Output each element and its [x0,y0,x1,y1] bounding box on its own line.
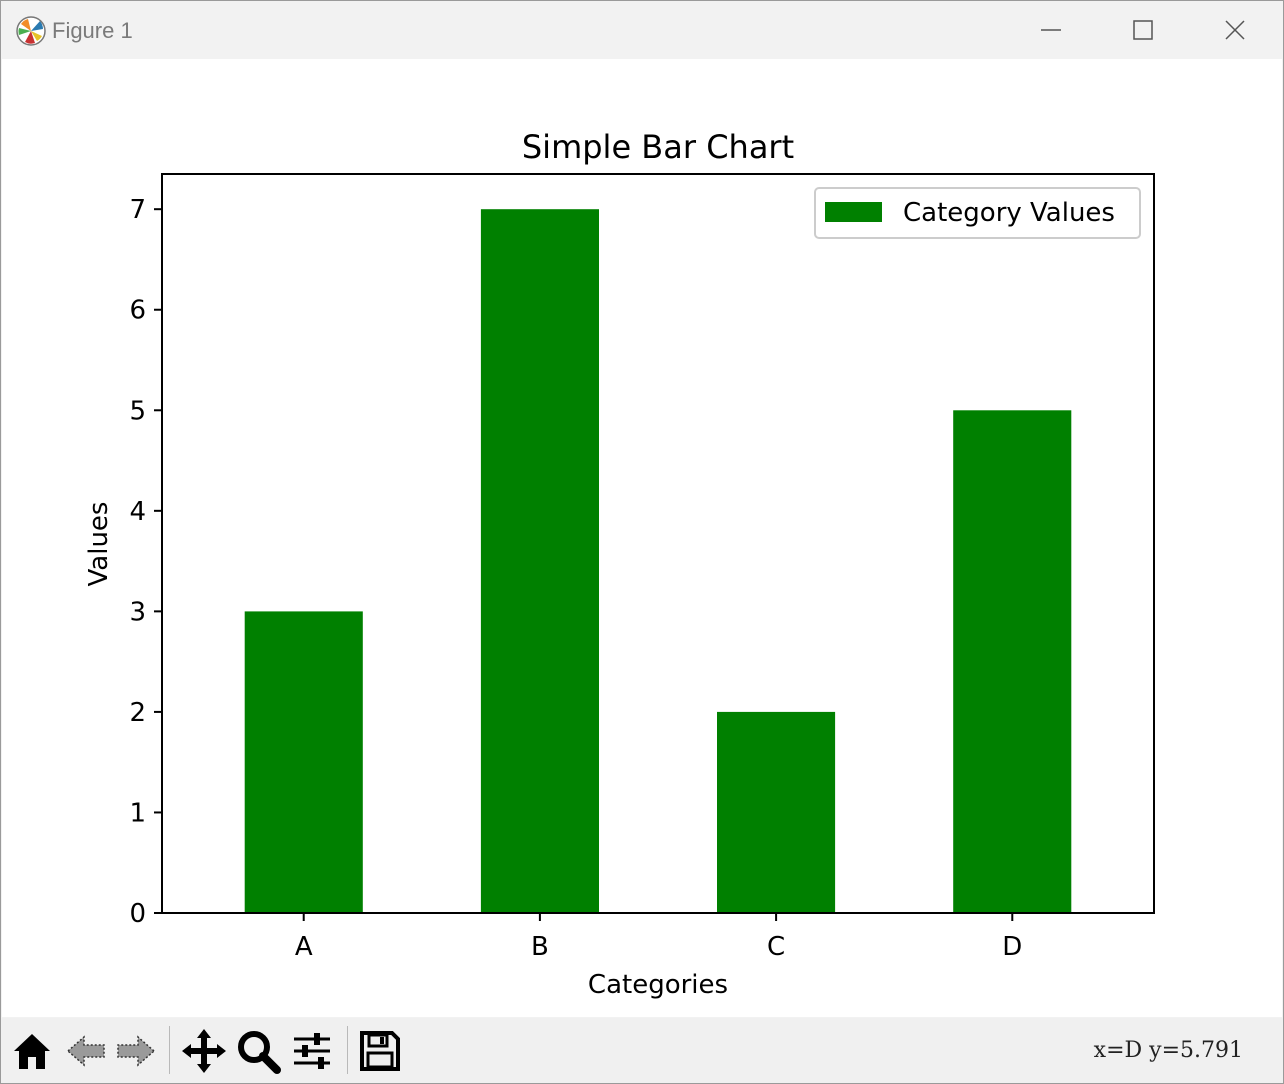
window-title: Figure 1 [52,18,133,43]
navigation-toolbar: x=D y=5.791 [1,1018,1283,1083]
bar-chart: Simple Bar Chart 0 1 2 3 4 5 6 7 A B C D Categorie… [84,128,1155,1000]
x-tick-label: D [1002,932,1022,962]
y-tick-label: 0 [129,899,146,929]
home-button[interactable] [7,1026,57,1076]
sliders-icon [294,1033,330,1069]
toolbar-separator [347,1026,348,1074]
chart-title: Simple Bar Chart [522,128,794,166]
forward-button[interactable] [111,1026,161,1076]
y-tick-label: 4 [129,497,146,527]
legend-label: Category Values [903,198,1115,228]
x-axis-label: Categories [588,970,728,1000]
plot-area-frame [161,173,1155,914]
back-arrow-icon [66,1035,105,1067]
legend: Category Values [814,187,1141,239]
y-tick-label: 3 [129,597,146,627]
bar-A [244,611,363,913]
matplotlib-logo-icon [16,16,46,46]
close-button[interactable] [1189,1,1281,59]
magnifier-icon [238,1031,281,1074]
bar-C [717,711,836,913]
y-axis-label: Values [84,502,114,587]
figure-canvas[interactable]: Simple Bar Chart 0 1 2 3 4 5 6 7 A B C D Categorie… [2,59,1282,1017]
zoom-button[interactable] [233,1026,283,1076]
back-button[interactable] [61,1026,111,1076]
legend-swatch [825,202,882,222]
legend-frame [814,187,1141,239]
save-button[interactable] [355,1026,405,1076]
bar-D [953,410,1072,913]
x-tick-label: C [767,932,785,962]
close-icon [1225,20,1245,40]
floppy-disk-icon [360,1031,400,1071]
forward-arrow-icon [117,1035,156,1067]
move-icon [182,1029,226,1073]
minimize-button[interactable] [1005,1,1097,59]
x-tick-label: B [531,932,549,962]
toolbar-separator [169,1026,170,1074]
y-tick-label: 1 [129,798,146,828]
y-tick-label: 7 [129,195,146,225]
maximize-button[interactable] [1097,1,1189,59]
x-tick-label: A [295,932,313,962]
maximize-icon [1133,20,1153,40]
y-tick-label: 2 [129,698,146,728]
bar-B [480,209,599,913]
y-tick-label: 6 [129,296,146,326]
home-icon [14,1034,50,1069]
cursor-coordinates: x=D y=5.791 [1093,1038,1243,1063]
configure-subplots-button[interactable] [287,1026,337,1076]
pan-button[interactable] [179,1026,229,1076]
minimize-icon [1041,29,1061,31]
y-tick-label: 5 [129,396,146,426]
title-bar[interactable]: Figure 1 [1,1,1283,59]
